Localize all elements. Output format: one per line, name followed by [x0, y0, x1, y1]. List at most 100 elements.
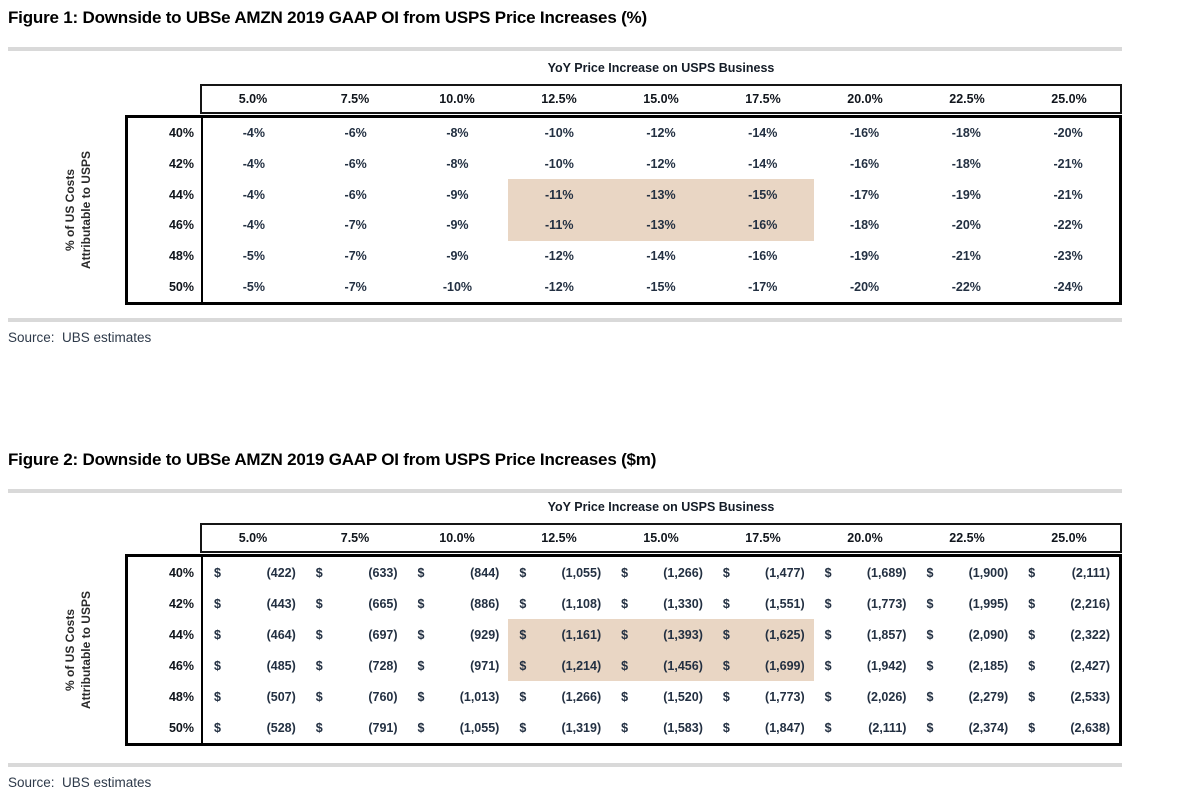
- table-cell: $ (1,900): [915, 557, 1017, 588]
- currency-symbol: $: [315, 627, 323, 642]
- table-cell: $ (2,185): [915, 650, 1017, 681]
- table-cell: -21%: [951, 248, 981, 263]
- cell-value: (929): [470, 627, 500, 642]
- cell-value: (1,319): [561, 720, 602, 735]
- currency-symbol: $: [519, 720, 527, 735]
- table-cell: -12%: [544, 248, 574, 263]
- table-cell: -10%: [442, 279, 473, 294]
- cell-value: (1,330): [663, 596, 703, 611]
- table-cell: $ (1,013): [407, 681, 509, 712]
- cell-value: (2,322): [1070, 627, 1110, 642]
- currency-symbol: $: [417, 720, 425, 735]
- table-cell: -24%: [1053, 279, 1083, 294]
- source-note: Source: UBS estimates: [8, 330, 152, 345]
- column-header: 17.5%: [745, 531, 781, 545]
- currency-symbol: $: [315, 565, 323, 580]
- currency-symbol: $: [621, 627, 629, 642]
- cell-value: (485): [266, 658, 296, 673]
- row-group-label: % of US Costs Attributable to USPS: [62, 555, 94, 745]
- currency-symbol: $: [519, 689, 527, 704]
- table-cell: $ (760): [305, 681, 407, 712]
- table-cell: $ (1,551): [712, 588, 814, 619]
- table-cell: $ (1,847): [712, 712, 814, 743]
- table-cell: -17%: [748, 279, 778, 294]
- column-header: 22.5%: [949, 531, 985, 545]
- column-header: 17.5%: [745, 92, 781, 106]
- cell-value: (886): [470, 596, 500, 611]
- table-cell: -15%: [711, 179, 814, 210]
- table-cell: -6%: [344, 187, 367, 202]
- table-cell: $ (485): [203, 650, 305, 681]
- cell-value: (1,942): [866, 658, 907, 673]
- currency-symbol: $: [519, 565, 527, 580]
- currency-symbol: $: [926, 627, 934, 642]
- currency-symbol: $: [1028, 658, 1036, 673]
- table-cell: $ (1,055): [407, 712, 509, 743]
- table-cell: -12%: [646, 126, 676, 141]
- data-table: 40% $ (422) $ (633) $ (844) $ (1,055) $ (1,266) $ (1…: [125, 554, 1122, 746]
- currency-symbol: $: [519, 596, 527, 611]
- cell-value: (1,055): [459, 720, 500, 735]
- table-cell: $ (1,625): [711, 619, 814, 650]
- cell-value: (2,090): [968, 627, 1009, 642]
- table-cell: -20%: [849, 279, 880, 294]
- column-header: 7.5%: [340, 92, 370, 106]
- table-cell: -8%: [446, 156, 469, 171]
- column-header: 10.0%: [439, 92, 475, 106]
- table-cell: -15%: [646, 279, 676, 294]
- currency-symbol: $: [824, 565, 832, 580]
- data-table: 40% -4% -6% -8% -10% -12% -14% -16% -18% -20% 42% -…: [125, 115, 1122, 305]
- table-cell: $ (1,330): [610, 588, 712, 619]
- column-header: 7.5%: [340, 531, 370, 545]
- currency-symbol: $: [214, 627, 221, 642]
- table-cell: -6%: [344, 126, 367, 141]
- cell-value: (760): [368, 689, 398, 704]
- currency-symbol: $: [621, 596, 629, 611]
- table-cell: -19%: [951, 187, 981, 202]
- table-cell: $ (2,638): [1017, 712, 1119, 743]
- cell-value: (464): [266, 627, 296, 642]
- currency-symbol: $: [926, 658, 934, 673]
- table-cell: $ (1,161): [508, 619, 611, 650]
- column-header: 25.0%: [1051, 92, 1087, 106]
- row-header: 50%: [128, 271, 203, 302]
- currency-symbol: $: [214, 565, 221, 580]
- table-cell: -10%: [544, 156, 574, 171]
- column-header: 10.0%: [439, 531, 475, 545]
- table-cell: -18%: [951, 126, 981, 141]
- table-cell: -7%: [344, 218, 367, 233]
- cell-value: (697): [368, 627, 398, 642]
- table-cell: $ (971): [407, 650, 509, 681]
- cell-value: (1,266): [561, 689, 602, 704]
- table-cell: $ (1,266): [610, 557, 712, 588]
- divider-rule: [8, 489, 1122, 493]
- column-header: 5.0%: [238, 531, 268, 545]
- cell-value: (2,185): [968, 658, 1009, 673]
- row-header: 44%: [128, 179, 203, 210]
- table-cell: $ (1,393): [610, 619, 712, 650]
- cell-value: (1,847): [765, 720, 805, 735]
- currency-symbol: $: [722, 689, 730, 704]
- row-group-label: % of US Costs Attributable to USPS: [62, 115, 94, 305]
- cell-value: (1,214): [561, 658, 602, 673]
- cell-value: (1,393): [663, 627, 703, 642]
- table-cell: $ (1,266): [508, 681, 610, 712]
- table-cell: -9%: [446, 218, 469, 233]
- table-cell: -12%: [544, 279, 574, 294]
- table-cell: $ (1,477): [712, 557, 814, 588]
- cell-value: (728): [368, 658, 398, 673]
- cell-value: (1,857): [866, 627, 907, 642]
- currency-symbol: $: [315, 596, 323, 611]
- figure-title: Figure 1: Downside to UBSe AMZN 2019 GAA…: [8, 8, 647, 27]
- table-cell: -14%: [748, 126, 778, 141]
- table-cell: -11%: [508, 179, 611, 210]
- table-cell: $ (929): [407, 619, 509, 650]
- cell-value: (1,456): [663, 658, 703, 673]
- divider-rule: [8, 763, 1122, 767]
- figure-1: Figure 1: Downside to UBSe AMZN 2019 GAA…: [8, 8, 1122, 345]
- table-cell: $ (2,279): [915, 681, 1017, 712]
- cell-value: (2,279): [968, 689, 1009, 704]
- table-cell: -20%: [951, 218, 981, 233]
- cell-value: (1,995): [968, 596, 1009, 611]
- column-header: 15.0%: [643, 92, 679, 106]
